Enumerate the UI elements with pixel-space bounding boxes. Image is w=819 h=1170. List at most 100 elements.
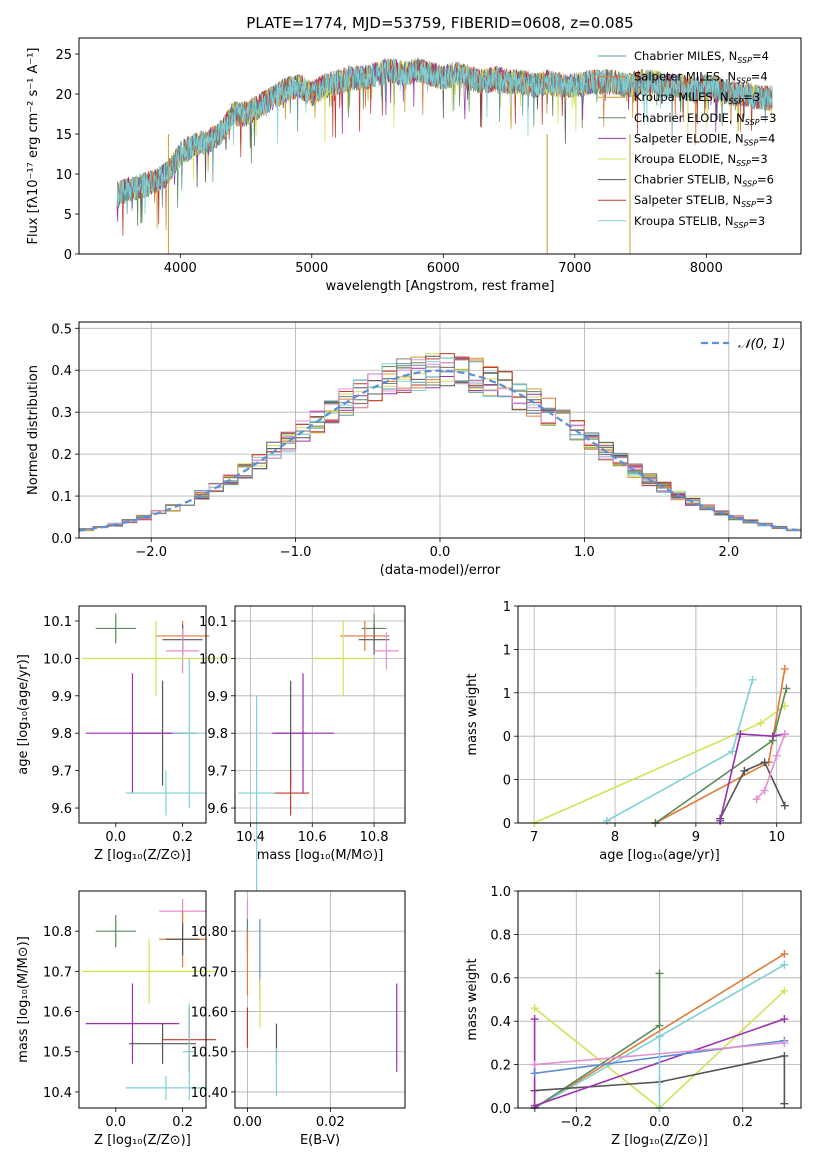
legend-sub: SSP <box>744 138 759 147</box>
legend-sub: SSP <box>736 159 751 168</box>
x-tick-label: 10.8 <box>360 830 389 845</box>
legend-sub: SSP <box>729 97 744 106</box>
weight-series <box>602 675 757 825</box>
y-tick-label: 9.7 <box>51 765 72 780</box>
x-tick-label: −0.2 <box>560 1115 592 1130</box>
legend-sub: SSP <box>736 77 751 86</box>
weight-marker <box>748 675 757 684</box>
x-tick-label: 0.0 <box>105 1115 126 1130</box>
axes-frame <box>517 890 802 1109</box>
y-tick-label: 9.6 <box>207 802 228 817</box>
y-tick-label: 10.50 <box>191 1046 228 1061</box>
y-tick-label: 0 <box>64 248 72 263</box>
weight-marker <box>736 730 745 739</box>
legend-text: Salpeter STELIB, N <box>634 193 741 207</box>
weight-marker <box>530 1060 539 1069</box>
legend-text: Salpeter MILES, N <box>634 70 736 84</box>
x-axis-label: mass [log₁₀(M/M⊙)] <box>257 848 384 863</box>
residual-panel: −2.0 −1.0 0.0 1.0 2.0 0.0 0.1 0.2 0.3 0.4 0.5 (data… <box>26 321 802 578</box>
legend-text: Kroupa MILES, N <box>634 90 729 104</box>
histogram-steps <box>79 353 801 533</box>
legend-text: Kroupa STELIB, N <box>634 214 734 228</box>
x-tick-label: 10.4 <box>236 830 265 845</box>
y-axis-label: age [log₁₀(age/yr)] <box>16 654 31 775</box>
y-tick-label: 0.4 <box>51 364 72 379</box>
y-tick-label: 10.70 <box>191 965 228 980</box>
legend-suffix: =4 <box>758 131 775 145</box>
normal-curve <box>79 369 799 532</box>
x-tick-label: 6000 <box>427 261 460 276</box>
y-tick-label: 10.80 <box>191 925 228 940</box>
weight-line <box>534 973 661 1109</box>
mass-weight-vs-age-panel: 7 8 9 10 0 0 0 1 1 1 age [log₁₀(age/yr)] mass weigh… <box>465 600 802 863</box>
y-tick-label: 9.9 <box>207 690 228 705</box>
y-axis-label: Normed distribution <box>26 365 41 495</box>
error-bar-point <box>358 624 390 655</box>
error-bar-point <box>95 915 136 948</box>
y-tick-label: 10.5 <box>43 1046 72 1061</box>
y-axis-label: mass weight <box>465 673 480 755</box>
axes-frame <box>517 605 802 824</box>
weight-marker <box>782 684 791 693</box>
y-tick-label: 10.1 <box>43 615 72 630</box>
error-bar-point <box>272 770 310 816</box>
error-bar-point <box>85 983 180 1064</box>
weight-marker <box>655 1021 664 1030</box>
weight-marker <box>530 1069 539 1078</box>
weight-marker <box>655 1032 664 1041</box>
weight-marker <box>780 1038 789 1047</box>
weight-line <box>655 688 788 824</box>
y-tick-label: 0.5 <box>51 322 72 337</box>
y-tick-label: 15 <box>55 128 72 143</box>
weight-marker <box>655 969 664 978</box>
weight-marker <box>772 751 781 760</box>
y-tick-label: 10.7 <box>43 965 72 980</box>
y-tick-label: 10.0 <box>199 652 228 667</box>
weight-marker <box>780 960 789 969</box>
weight-marker <box>780 664 789 673</box>
y-tick-label: 0.3 <box>51 406 72 421</box>
x-tick-label: −1.0 <box>280 545 312 560</box>
weight-marker <box>768 732 777 741</box>
weight-marker <box>780 986 789 995</box>
error-bar-point <box>165 923 200 956</box>
weight-marker <box>780 1051 789 1060</box>
age-vs-mass-panel: 10.4 10.6 10.8 9.6 9.7 9.8 9.9 10.0 10.1 mass [lo… <box>199 605 406 891</box>
legend-suffix: =6 <box>757 173 774 187</box>
x-axis-label: wavelength [Angstrom, rest frame] <box>326 279 555 294</box>
y-tick-label: 9.9 <box>51 690 72 705</box>
age-vs-metallicity-panel: 0.0 0.2 9.6 9.7 9.8 9.9 10.0 10.1 Z [log₁₀(Z/Z⊙)… <box>16 605 230 863</box>
mass-vs-metallicity-panel: 0.0 0.2 10.4 10.5 10.6 10.7 10.8 Z [log₁₀(Z/Z⊙)… <box>16 890 217 1148</box>
x-tick-label: 7 <box>530 830 538 845</box>
y-tick-label: 9.8 <box>207 727 228 742</box>
x-axis-label: Z [log₁₀(Z/Z⊙)] <box>94 1133 191 1148</box>
spectrum-lines <box>116 57 773 254</box>
axes-frame <box>78 890 207 1109</box>
y-tick-label: 0 <box>503 774 511 789</box>
x-tick-label: 8 <box>611 830 619 845</box>
legend-text: Chabrier STELIB, N <box>634 173 742 187</box>
legend-sub: SSP <box>741 200 756 209</box>
spectrum-panel: 4000 5000 6000 7000 8000 0 5 10 15 20 25 wavelength… <box>26 14 802 294</box>
weight-line <box>534 953 785 1109</box>
weight-marker <box>780 1015 789 1024</box>
x-tick-label: 9 <box>692 830 700 845</box>
weight-line <box>719 761 786 820</box>
y-axis-label: Flux [fλ10⁻¹⁷ erg cm⁻² s⁻¹ A⁻¹] <box>26 48 41 245</box>
legend-label: Salpeter ELODIE, NSSP=4 <box>634 131 775 147</box>
legend-suffix: =4 <box>752 49 769 63</box>
y-tick-label: 1.0 <box>490 885 511 900</box>
x-tick-label: 0.2 <box>172 830 193 845</box>
error-bar-point <box>129 1023 196 1064</box>
weight-marker <box>740 766 749 775</box>
weight-series <box>655 1032 664 1112</box>
weight-marker <box>780 1099 789 1108</box>
y-tick-label: 9.6 <box>51 802 72 817</box>
y-tick-label: 1 <box>503 687 511 702</box>
legend-suffix: =3 <box>760 111 777 125</box>
x-tick-label: 0.0 <box>649 1115 670 1130</box>
error-bar-point <box>125 1075 206 1100</box>
legend-label: Chabrier ELODIE, NSSP=3 <box>634 111 776 127</box>
legend-label: Kroupa STELIB, NSSP=3 <box>634 214 765 230</box>
error-bar-point <box>125 770 206 816</box>
